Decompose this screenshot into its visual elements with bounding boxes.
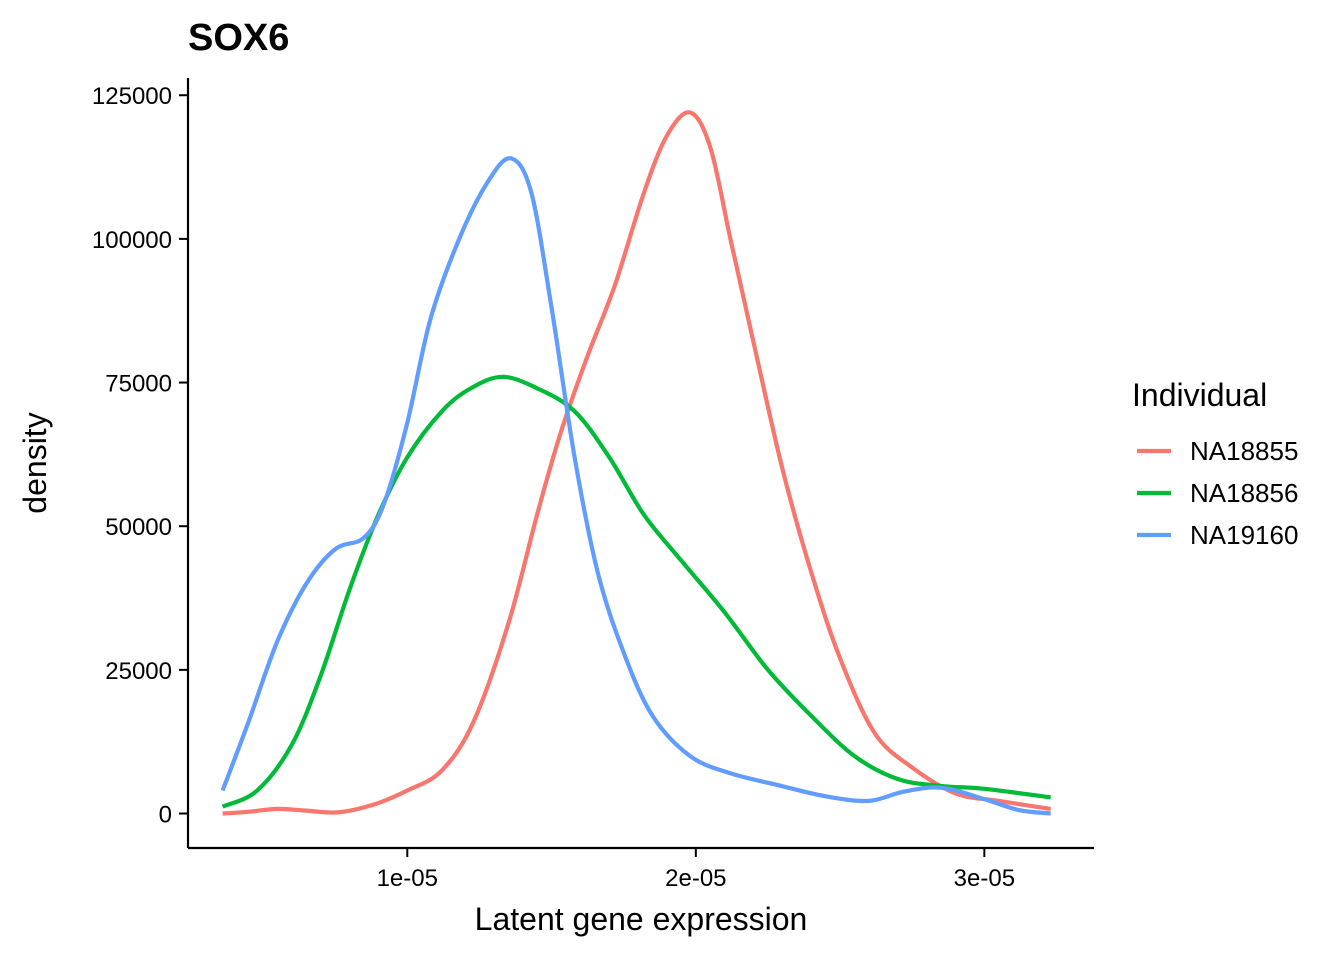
legend-title: Individual — [1132, 377, 1267, 413]
y-tick-label: 75000 — [105, 371, 172, 398]
legend-label: NA19160 — [1190, 520, 1298, 550]
y-axis-title: density — [17, 412, 53, 513]
legend-label: NA18855 — [1190, 436, 1298, 466]
y-tick-label: 100000 — [92, 227, 172, 254]
y-tick-label: 25000 — [105, 658, 172, 685]
axes — [186, 78, 1094, 850]
y-tick-label: 125000 — [92, 83, 172, 110]
series-lines — [220, 110, 1052, 816]
y-tick-label: 50000 — [105, 514, 172, 541]
series-line-na19160 — [220, 156, 1051, 816]
series-line-na18855 — [222, 110, 1052, 816]
axis-ticks: 0 25000 50000 75000 100000 125000 1e-05 2e-05 3e… — [92, 83, 1015, 892]
y-tick-label: 0 — [159, 802, 172, 829]
legend: Individual NA18855 NA18856 NA19160 — [1132, 377, 1298, 550]
chart-title: SOX6 — [188, 17, 289, 59]
x-axis-title: Latent gene expression — [475, 901, 808, 937]
x-tick-label: 3e-05 — [954, 865, 1015, 892]
x-tick-label: 1e-05 — [377, 865, 438, 892]
series-line-na18856 — [221, 374, 1051, 809]
x-tick-label: 2e-05 — [665, 865, 726, 892]
legend-label: NA18856 — [1190, 478, 1298, 508]
